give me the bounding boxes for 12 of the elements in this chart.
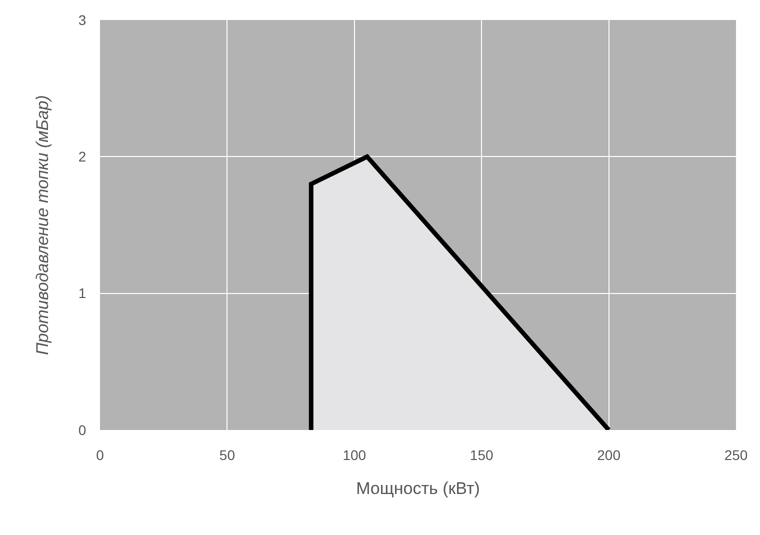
x-tick-label: 150 — [470, 446, 494, 463]
y-axis-title: Противодавление топки (мБар) — [32, 95, 52, 355]
x-axis-title: Мощность (кВт) — [356, 479, 480, 498]
y-tick-label: 3 — [78, 12, 86, 28]
x-tick-label: 250 — [724, 446, 748, 463]
x-tick-label: 50 — [219, 446, 236, 463]
y-tick-label: 1 — [78, 285, 86, 302]
y-tick-label: 2 — [78, 148, 86, 165]
x-tick-label: 0 — [96, 446, 104, 463]
x-tick-label: 100 — [342, 446, 366, 463]
x-tick-label: 200 — [597, 446, 621, 463]
y-tick-label: 0 — [78, 422, 86, 438]
